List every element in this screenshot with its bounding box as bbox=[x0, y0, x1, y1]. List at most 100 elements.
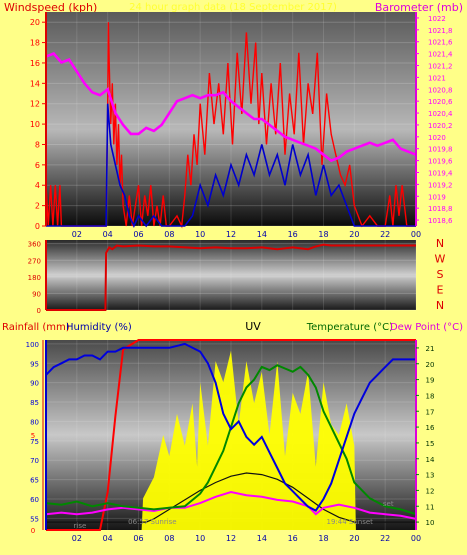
barometer-tick-label: 1020,6 bbox=[428, 98, 453, 106]
rainfall-line bbox=[46, 339, 416, 531]
wind-series-layer bbox=[45, 22, 417, 229]
temperature-axis-title: Temperature (°C) bbox=[306, 322, 393, 333]
humidity-tick-label: 100 bbox=[26, 341, 39, 349]
rainfall-tick-label: 0 bbox=[31, 527, 35, 535]
time-tick-label: 06 bbox=[133, 534, 143, 543]
time-tick-label: 06 bbox=[133, 230, 143, 239]
time-tick-label: 16 bbox=[288, 230, 298, 239]
barometer-tick-label: 1021,6 bbox=[428, 39, 453, 47]
temperature-tick-label: 10 bbox=[426, 519, 435, 527]
set-label: set bbox=[383, 500, 394, 508]
time-tick-label: 22 bbox=[380, 230, 390, 239]
rise-label: rise bbox=[74, 522, 87, 530]
sunset-label: 19:44 Sunset bbox=[326, 518, 373, 526]
barometer-tick-label: 1018,6 bbox=[428, 217, 453, 225]
time-tick-label: 10 bbox=[195, 534, 205, 543]
direction-ticks: 0 90 180 270 360 bbox=[28, 241, 41, 315]
time-tick-label: 16 bbox=[288, 534, 298, 543]
windspeed-tick-label: 2 bbox=[35, 202, 40, 211]
windspeed-tick-label: 20 bbox=[30, 18, 40, 27]
dewpoint-line bbox=[45, 490, 417, 520]
temperature-line bbox=[45, 364, 417, 516]
barometer-tick-label: 1019 bbox=[428, 193, 446, 201]
wind-time-ticks: 02 04 06 08 10 12 14 16 18 20 22 00 bbox=[72, 230, 421, 239]
time-tick-label: 14 bbox=[257, 230, 267, 239]
barometer-tick-label: 1019,8 bbox=[428, 146, 453, 154]
average-wind-line bbox=[46, 103, 416, 228]
barometer-tick-label: 1018,8 bbox=[428, 205, 453, 213]
time-tick-label: 02 bbox=[72, 230, 82, 239]
time-tick-label: 04 bbox=[103, 534, 113, 543]
windspeed-axis-title: Windspeed (kph) bbox=[4, 1, 97, 14]
time-tick-label: 08 bbox=[164, 534, 174, 543]
time-tick-label: 14 bbox=[257, 534, 267, 543]
time-tick-label: 18 bbox=[318, 534, 328, 543]
windspeed-tick-label: 0 bbox=[35, 222, 40, 231]
climate-series-layer bbox=[45, 339, 417, 531]
temperature-tick-label: 16 bbox=[426, 424, 435, 432]
barometer-ticks: 1018,6 1018,8 1019 1019,2 1019,4 1019,6 1019,8… bbox=[416, 15, 453, 225]
temperature-tick-label: 14 bbox=[426, 456, 435, 464]
chart-header-date: 24 hour graph data (18 September 2017) bbox=[129, 2, 337, 13]
humidity-tick-label: 90 bbox=[30, 380, 39, 388]
windspeed-tick-label: 10 bbox=[30, 120, 40, 129]
barometer-tick-label: 1020,4 bbox=[428, 110, 453, 118]
humidity-axis-title: Humidity (%) bbox=[66, 322, 132, 333]
time-tick-label: 20 bbox=[349, 534, 359, 543]
direction-tick-label: 180 bbox=[28, 274, 41, 282]
windspeed-tick-label: 12 bbox=[30, 100, 40, 109]
sunrise-label: 06:57 Sunrise bbox=[128, 518, 177, 526]
humidity-tick-label: 75 bbox=[30, 438, 39, 446]
humidity-tick-label: 55 bbox=[30, 515, 39, 523]
dewpoint-axis-title: Dew Point (°C) bbox=[390, 322, 463, 333]
time-tick-label: 00 bbox=[411, 230, 421, 239]
temperature-tick-label: 18 bbox=[426, 392, 435, 400]
temperature-tick-label: 20 bbox=[426, 361, 435, 369]
barometer-tick-label: 1021 bbox=[428, 74, 446, 82]
humidity-tick-label: 70 bbox=[30, 457, 39, 465]
barometer-line bbox=[45, 52, 417, 163]
time-tick-label: 00 bbox=[411, 534, 421, 543]
temperature-tick-label: 11 bbox=[426, 503, 435, 511]
barometer-tick-label: 1019,6 bbox=[428, 158, 453, 166]
windspeed-tick-label: 18 bbox=[30, 39, 40, 48]
compass-label: N bbox=[436, 299, 444, 312]
windspeed-tick-label: 16 bbox=[30, 59, 40, 68]
humidity-tick-label: 65 bbox=[30, 477, 39, 485]
barometer-tick-label: 1021,2 bbox=[428, 63, 453, 71]
humidity-tick-label: 95 bbox=[30, 360, 39, 368]
compass-label: W bbox=[435, 253, 446, 266]
temperature-tick-label: 19 bbox=[426, 377, 435, 385]
rainfall-axis-title: Rainfall (mm) bbox=[2, 322, 70, 333]
direction-tick-label: 270 bbox=[28, 257, 41, 265]
barometer-tick-label: 1020 bbox=[428, 134, 446, 142]
temperature-tick-label: 15 bbox=[426, 440, 435, 448]
rainfall-tick-label: 5 bbox=[31, 432, 35, 440]
uv-axis-title: UV bbox=[245, 320, 261, 333]
barometer-tick-label: 1022 bbox=[428, 15, 446, 23]
humidity-ticks: 55 60 65 70 75 80 85 90 95 100 bbox=[26, 341, 39, 523]
windspeed-tick-label: 14 bbox=[30, 79, 40, 88]
windspeed-tick-label: 4 bbox=[35, 181, 40, 190]
direction-tick-label: 90 bbox=[32, 290, 41, 298]
barometer-tick-label: 1020,8 bbox=[428, 86, 453, 94]
time-tick-label: 18 bbox=[318, 230, 328, 239]
direction-series-layer bbox=[46, 243, 416, 311]
barometer-tick-label: 1021,8 bbox=[428, 27, 453, 35]
direction-tick-label: 360 bbox=[28, 241, 41, 249]
climate-time-ticks: 02 04 06 08 10 12 14 16 18 20 22 00 bbox=[72, 534, 421, 543]
temperature-tick-label: 17 bbox=[426, 408, 435, 416]
time-tick-label: 08 bbox=[164, 230, 174, 239]
time-tick-label: 04 bbox=[103, 230, 113, 239]
direction-tick-label: 0 bbox=[37, 307, 41, 315]
humidity-tick-label: 80 bbox=[30, 418, 39, 426]
windspeed-ticks: 0 2 4 6 8 10 12 14 16 18 20 bbox=[30, 18, 46, 231]
compass-label: S bbox=[437, 268, 444, 281]
barometer-tick-label: 1020,2 bbox=[428, 122, 453, 130]
time-tick-label: 12 bbox=[226, 230, 236, 239]
temperature-tick-label: 21 bbox=[426, 345, 435, 353]
humidity-line bbox=[45, 342, 416, 512]
